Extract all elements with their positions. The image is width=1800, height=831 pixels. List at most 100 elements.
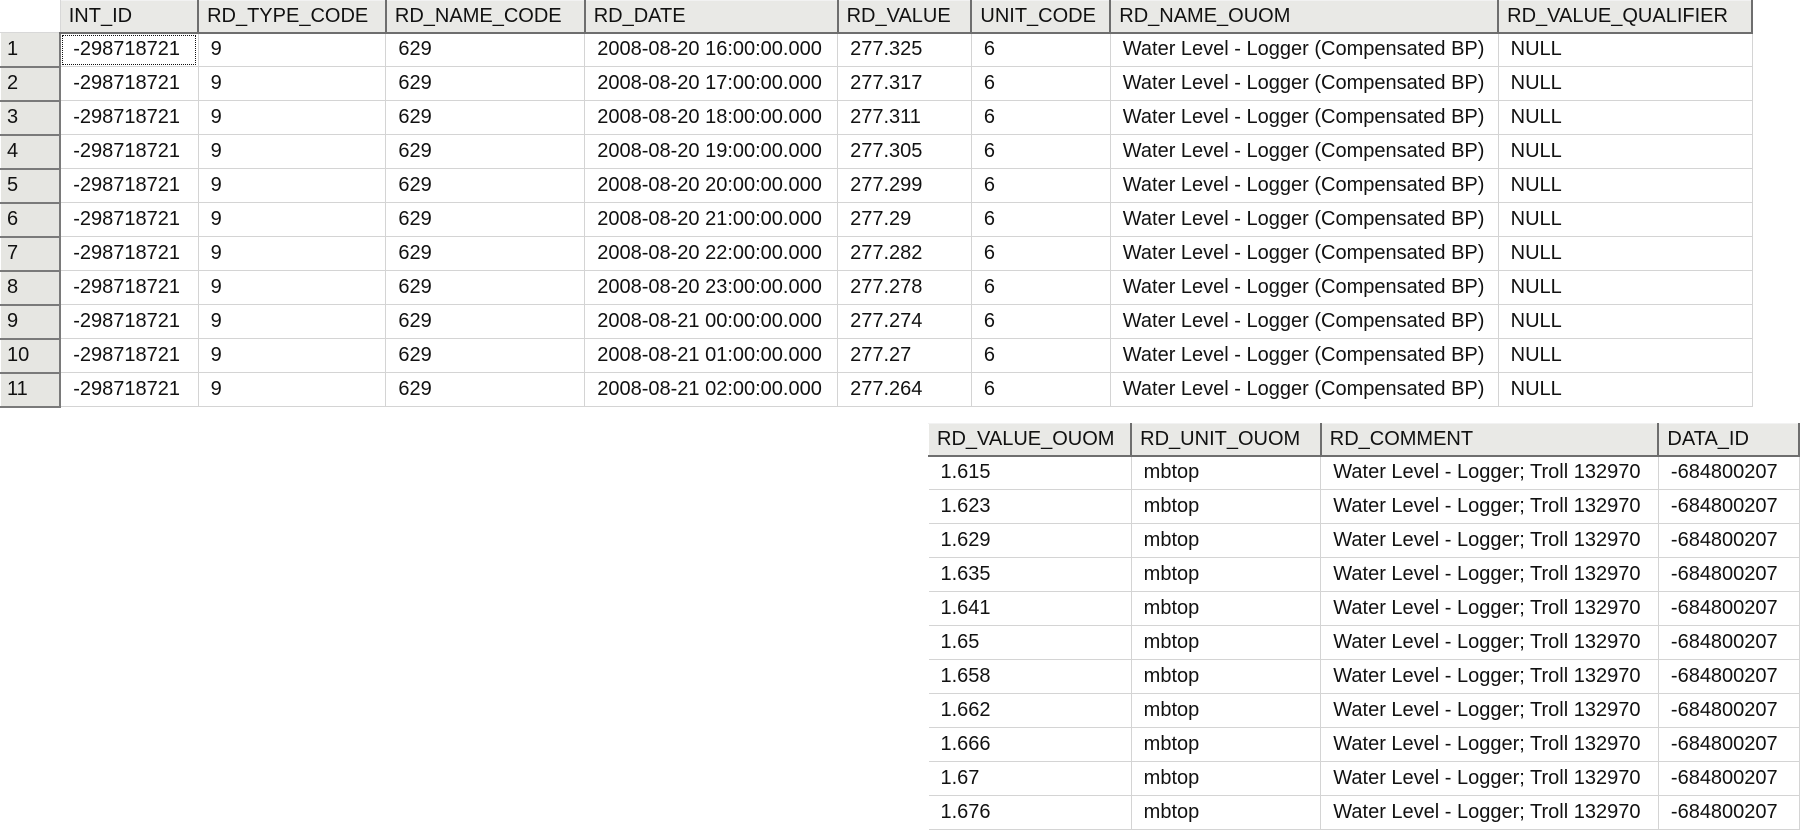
cell-rd-name-ouom[interactable]: Water Level - Logger (Compensated BP) [1110,168,1499,203]
cell-rd-value[interactable]: 277.317 [837,66,972,101]
cell-rd-value-ouom[interactable]: 1.65 [928,625,1132,660]
cell-rd-type-code[interactable]: 9 [198,372,387,407]
cell-rd-date[interactable]: 2008-08-20 16:00:00.000 [584,32,839,67]
cell-unit-code[interactable]: 6 [971,32,1111,67]
row-number[interactable]: 7 [0,236,62,272]
table-row[interactable]: 1.641 mbtop Water Level - Logger; Troll 13… [928,591,1800,626]
cell-rd-type-code[interactable]: 9 [198,202,387,237]
table-row[interactable]: 9 -298718721 9 629 2008-08-21 00:00:00.000 27… [0,304,1753,340]
cell-unit-code[interactable]: 6 [971,66,1111,101]
cell-rd-value-ouom[interactable]: 1.635 [928,557,1132,592]
cell-rd-unit-ouom[interactable]: mbtop [1131,455,1322,490]
cell-rd-value-qualifier[interactable]: NULL [1498,168,1753,203]
table-row[interactable]: 1.629 mbtop Water Level - Logger; Troll 13… [928,523,1800,558]
cell-unit-code[interactable]: 6 [971,236,1111,271]
cell-rd-name-code[interactable]: 629 [385,66,586,101]
cell-rd-value-ouom[interactable]: 1.641 [928,591,1132,626]
cell-rd-name-code[interactable]: 629 [385,32,586,67]
cell-int-id[interactable]: -298718721 [60,168,199,203]
cell-rd-type-code[interactable]: 9 [198,338,387,373]
row-number[interactable]: 3 [0,100,62,136]
cell-rd-value-ouom[interactable]: 1.658 [928,659,1132,694]
cell-int-id[interactable]: -298718721 [60,32,199,67]
cell-rd-unit-ouom[interactable]: mbtop [1131,489,1322,524]
cell-rd-value[interactable]: 277.299 [837,168,972,203]
row-number[interactable]: 5 [0,168,62,204]
cell-rd-name-ouom[interactable]: Water Level - Logger (Compensated BP) [1110,202,1499,237]
cell-int-id[interactable]: -298718721 [60,134,199,169]
cell-rd-name-code[interactable]: 629 [385,134,586,169]
table-row[interactable]: 7 -298718721 9 629 2008-08-20 22:00:00.000 27… [0,236,1753,272]
cell-data-id[interactable]: -684800207 [1658,659,1800,694]
cell-int-id[interactable]: -298718721 [60,236,199,271]
table-row[interactable]: 6 -298718721 9 629 2008-08-20 21:00:00.000 27… [0,202,1753,238]
column-header-data-id[interactable]: DATA_ID [1657,423,1800,457]
column-header-rd-name-code[interactable]: RD_NAME_CODE [385,0,586,34]
table-row[interactable]: 2 -298718721 9 629 2008-08-20 17:00:00.000 27… [0,66,1753,102]
table-row[interactable]: 1.662 mbtop Water Level - Logger; Troll 13… [928,693,1800,728]
cell-rd-value[interactable]: 277.325 [837,32,972,67]
cell-rd-value-ouom[interactable]: 1.623 [928,489,1132,524]
row-number[interactable]: 9 [0,304,62,340]
table-row[interactable]: 1.666 mbtop Water Level - Logger; Troll 13… [928,727,1800,762]
cell-rd-type-code[interactable]: 9 [198,236,387,271]
cell-rd-date[interactable]: 2008-08-20 20:00:00.000 [584,168,839,203]
cell-rd-unit-ouom[interactable]: mbtop [1131,625,1322,660]
cell-int-id[interactable]: -298718721 [60,100,199,135]
cell-rd-unit-ouom[interactable]: mbtop [1131,557,1322,592]
cell-rd-date[interactable]: 2008-08-20 19:00:00.000 [584,134,839,169]
cell-data-id[interactable]: -684800207 [1658,625,1800,660]
cell-rd-comment[interactable]: Water Level - Logger; Troll 132970 [1320,727,1659,762]
cell-unit-code[interactable]: 6 [971,304,1111,339]
cell-rd-value-qualifier[interactable]: NULL [1498,338,1753,373]
cell-rd-comment[interactable]: Water Level - Logger; Troll 132970 [1320,795,1659,830]
cell-rd-comment[interactable]: Water Level - Logger; Troll 132970 [1320,557,1659,592]
results-grid-bottom[interactable]: RD_VALUE_OUOM RD_UNIT_OUOM RD_COMMENT DATA_… [928,423,1800,831]
cell-rd-comment[interactable]: Water Level - Logger; Troll 132970 [1320,761,1659,796]
cell-rd-name-code[interactable]: 629 [385,270,586,305]
table-row[interactable]: 1.635 mbtop Water Level - Logger; Troll 13… [928,557,1800,592]
cell-rd-type-code[interactable]: 9 [198,100,387,135]
table-row[interactable]: 1.615 mbtop Water Level - Logger; Troll 13… [928,455,1800,490]
cell-rd-name-ouom[interactable]: Water Level - Logger (Compensated BP) [1110,32,1499,67]
cell-rd-value[interactable]: 277.311 [837,100,972,135]
cell-rd-comment[interactable]: Water Level - Logger; Troll 132970 [1320,625,1659,660]
row-number[interactable]: 8 [0,270,62,306]
cell-unit-code[interactable]: 6 [971,338,1111,373]
cell-rd-name-ouom[interactable]: Water Level - Logger (Compensated BP) [1110,270,1499,305]
cell-int-id[interactable]: -298718721 [60,66,199,101]
column-header-rd-value-ouom[interactable]: RD_VALUE_OUOM [928,423,1133,457]
cell-rd-value-qualifier[interactable]: NULL [1498,134,1753,169]
cell-unit-code[interactable]: 6 [971,134,1111,169]
table-row[interactable]: 1 -298718721 9 629 2008-08-20 16:00:00.000 27… [0,32,1753,68]
table-row[interactable]: 1.65 mbtop Water Level - Logger; Troll 132… [928,625,1800,660]
cell-unit-code[interactable]: 6 [971,202,1111,237]
table-row[interactable]: 5 -298718721 9 629 2008-08-20 20:00:00.000 27… [0,168,1753,204]
cell-rd-value-ouom[interactable]: 1.615 [928,455,1132,490]
cell-rd-value-ouom[interactable]: 1.67 [928,761,1132,796]
table-row[interactable]: 10 -298718721 9 629 2008-08-21 01:00:00.000 2… [0,338,1753,374]
cell-rd-unit-ouom[interactable]: mbtop [1131,761,1322,796]
cell-rd-unit-ouom[interactable]: mbtop [1131,591,1322,626]
cell-int-id[interactable]: -298718721 [60,372,199,407]
cell-rd-name-code[interactable]: 629 [385,202,586,237]
cell-rd-value[interactable]: 277.282 [837,236,972,271]
row-number[interactable]: 11 [0,372,62,408]
cell-rd-value[interactable]: 277.278 [837,270,972,305]
cell-rd-date[interactable]: 2008-08-20 23:00:00.000 [584,270,839,305]
cell-rd-unit-ouom[interactable]: mbtop [1131,659,1322,694]
cell-rd-comment[interactable]: Water Level - Logger; Troll 132970 [1320,693,1659,728]
cell-rd-type-code[interactable]: 9 [198,168,387,203]
cell-rd-value-qualifier[interactable]: NULL [1498,202,1753,237]
column-header-unit-code[interactable]: UNIT_CODE [970,0,1112,34]
cell-data-id[interactable]: -684800207 [1658,455,1800,490]
cell-rd-value-qualifier[interactable]: NULL [1498,372,1753,407]
cell-rd-value[interactable]: 277.305 [837,134,972,169]
cell-rd-type-code[interactable]: 9 [198,32,387,67]
column-header-rd-date[interactable]: RD_DATE [584,0,839,34]
row-number[interactable]: 2 [0,66,62,102]
cell-rd-date[interactable]: 2008-08-20 21:00:00.000 [584,202,839,237]
cell-rd-name-ouom[interactable]: Water Level - Logger (Compensated BP) [1110,100,1499,135]
cell-unit-code[interactable]: 6 [971,372,1111,407]
column-header-rd-comment[interactable]: RD_COMMENT [1320,423,1660,457]
